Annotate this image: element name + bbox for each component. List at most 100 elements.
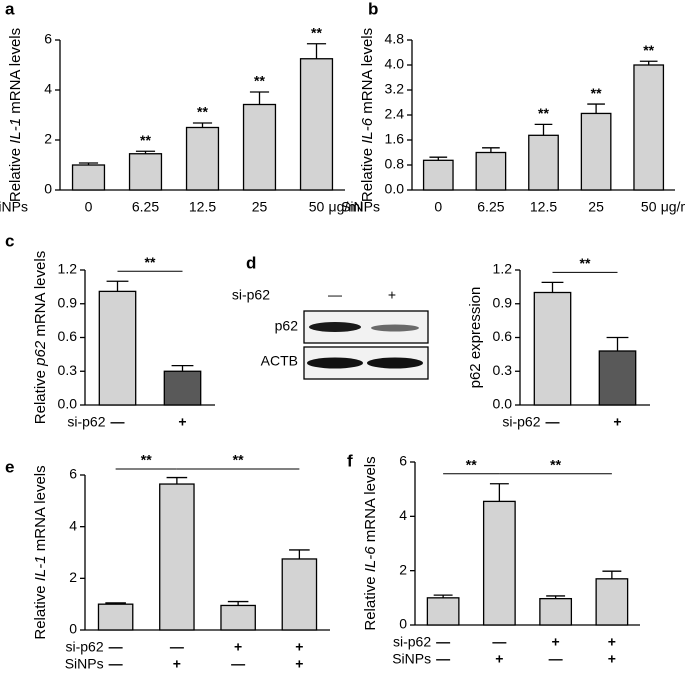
y-axis-label-part: IL-6 — [362, 546, 379, 573]
x-axis-unit: μg/ml — [661, 199, 685, 215]
y-axis-label-part: IL-1 — [32, 555, 49, 581]
y-axis-label-part: IL-1 — [7, 118, 24, 144]
bar — [482, 500, 516, 626]
x-tick-label: + — [613, 414, 621, 430]
significance: ** — [466, 456, 477, 472]
x-tick-label: + — [295, 639, 303, 655]
blot-row-label: si-p62 — [232, 287, 270, 303]
y-tick-label: 4 — [69, 517, 77, 533]
row-label: SiNPs — [392, 651, 431, 667]
blot-lane-label: — — [328, 287, 342, 303]
y-tick-label: 0.9 — [493, 294, 513, 310]
blot-lane-label: + — [388, 287, 396, 303]
y-tick-label: 2 — [69, 569, 77, 585]
y-tick-label: 0.6 — [58, 328, 78, 344]
y-axis-label-part: mRNA levels — [7, 28, 24, 118]
x-tick-label: + — [552, 634, 560, 650]
significance: ** — [141, 452, 152, 468]
x-tick-label: — — [109, 656, 123, 672]
y-axis-label: Relative IL-6 mRNA levels — [362, 456, 379, 630]
bar — [128, 153, 163, 191]
row-label: si-p62 — [502, 414, 540, 430]
y-axis-label-part: Relative — [32, 366, 49, 424]
x-tick-label: — — [231, 656, 245, 672]
bar — [281, 558, 318, 631]
x-tick-label: 50 — [641, 199, 657, 215]
panel-letter: b — [368, 0, 378, 18]
significance: ** — [311, 24, 322, 40]
x-tick-label: + — [295, 656, 303, 672]
x-tick-label: + — [495, 651, 503, 667]
y-tick-label: 3.2 — [385, 81, 405, 97]
x-tick-label: — — [436, 634, 450, 650]
bar — [163, 370, 202, 406]
y-tick-label: 1.2 — [58, 261, 78, 277]
x-tick-label: — — [170, 639, 184, 655]
y-tick-label: 0.0 — [58, 396, 78, 412]
y-axis-label-part: mRNA levels — [359, 28, 376, 118]
x-tick-label: — — [109, 639, 123, 655]
y-axis-label-part: p62 — [32, 340, 49, 367]
bar — [242, 103, 277, 191]
y-tick-label: 0.3 — [493, 362, 513, 378]
bar — [475, 151, 507, 191]
x-tick-label: + — [608, 634, 616, 650]
x-tick-label: — — [549, 651, 563, 667]
bar — [185, 126, 220, 191]
y-axis-label: Relative IL-1 mRNA levels — [7, 28, 24, 202]
y-tick-label: 4 — [399, 507, 407, 523]
bar — [598, 350, 637, 406]
y-tick-label: 0 — [399, 616, 407, 632]
blot-band — [309, 322, 361, 332]
y-tick-label: 4.0 — [385, 56, 405, 72]
significance: ** — [538, 105, 549, 121]
row-label: si-p62 — [65, 639, 103, 655]
bar — [159, 483, 195, 631]
panel-letter: d — [246, 253, 256, 272]
y-tick-label: 2 — [399, 561, 407, 577]
x-tick-label: 6.25 — [477, 199, 504, 215]
bar — [528, 134, 559, 191]
bar — [97, 603, 134, 631]
y-axis-label: Relative p62 mRNA levels — [32, 251, 49, 424]
y-axis-label-part: mRNA levels — [362, 456, 379, 546]
significance: ** — [140, 132, 151, 148]
bar — [580, 112, 612, 191]
panel-letter: a — [5, 0, 15, 18]
bar — [633, 64, 665, 191]
x-tick-label: 25 — [588, 199, 604, 215]
y-tick-label: 0.3 — [58, 362, 78, 378]
significance: ** — [550, 456, 561, 472]
western-blot: si-p62 — + p62 ACTB — [232, 287, 429, 380]
x-tick-label: 12.5 — [189, 199, 216, 215]
x-tick-label: 50 — [309, 199, 325, 215]
y-axis-label: p62 expression — [467, 287, 484, 389]
y-tick-label: 0.0 — [493, 396, 513, 412]
bar — [595, 578, 629, 626]
panel-letter: e — [5, 457, 14, 476]
blot-band — [367, 357, 423, 369]
bar — [533, 291, 572, 406]
blot-band-label: p62 — [275, 318, 299, 334]
x-tick-label: + — [608, 651, 616, 667]
y-tick-label: 0.8 — [385, 156, 405, 172]
bar — [220, 604, 256, 631]
y-tick-label: 2 — [44, 131, 52, 147]
bar — [299, 58, 334, 191]
y-axis-label-part: Relative — [32, 581, 49, 639]
y-axis-label: Relative IL-6 mRNA levels — [359, 28, 376, 202]
row-label: si-p62 — [393, 634, 431, 650]
blot-band — [307, 357, 363, 369]
y-tick-label: 6 — [44, 31, 52, 47]
x-tick-label: 0 — [85, 199, 93, 215]
significance: ** — [643, 42, 654, 58]
y-axis-label-part: mRNA levels — [32, 251, 49, 341]
y-tick-label: 0 — [44, 181, 52, 197]
y-tick-label: 1.2 — [493, 261, 513, 277]
y-tick-label: 0.6 — [493, 328, 513, 344]
bar — [98, 290, 137, 406]
x-tick-label: + — [173, 656, 181, 672]
row-label: si-p62 — [67, 414, 105, 430]
x-tick-label: + — [178, 414, 186, 430]
